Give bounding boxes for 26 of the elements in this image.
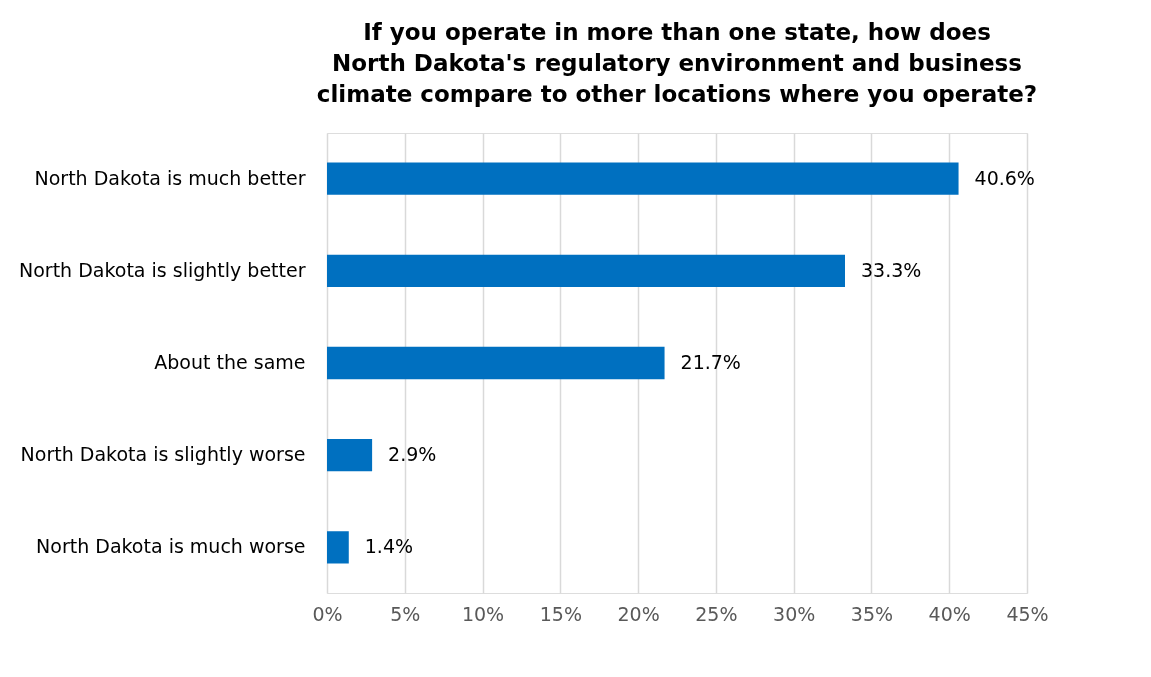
bar [327,254,845,287]
x-tick-label: 5% [390,602,421,625]
bar [327,346,665,380]
bar [327,162,959,195]
x-tick-label: 15% [539,602,582,625]
y-tick-label: North Dakota is slightly worse [20,443,306,466]
x-tick-label: 0% [312,602,343,625]
x-tick-label: 30% [773,602,816,625]
bar [327,531,349,564]
y-tick-label: About the same [154,351,306,373]
x-tick-label: 35% [850,602,894,625]
chart-title: If you operate in more than one state, how does North Dakota's regulatory environment and business climate compare to other locations where you operate? [316,19,1038,107]
data-label: 33.3% [861,258,922,281]
data-label: 1.4% [364,535,414,558]
data-label: 2.9% [388,443,437,466]
x-tick-label: 25% [695,602,738,625]
data-label: 21.7% [680,351,741,373]
y-tick-label: North Dakota is slightly better [19,258,306,281]
data-label: 40.6% [974,166,1035,189]
x-tick-label: 40% [928,602,971,625]
bar [327,439,373,472]
x-tick-label: 10% [461,602,505,625]
x-tick-label: 45% [1006,602,1049,625]
y-tick-label: North Dakota is much worse [36,535,306,558]
y-tick-label: North Dakota is much better [34,166,306,189]
x-tick-label: 20% [617,602,660,625]
